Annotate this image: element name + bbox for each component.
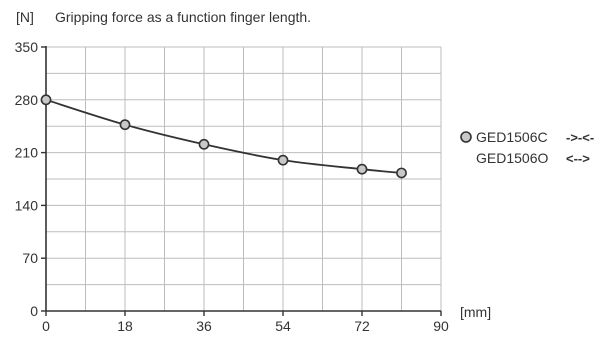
- legend-symbol: ->-<-: [566, 130, 594, 145]
- legend: GED1506C ->-<- GED1506O <-->: [460, 129, 594, 166]
- data-point: [40, 94, 52, 106]
- x-tick-label: 90: [433, 318, 449, 334]
- y-tick-label: 70: [22, 250, 38, 266]
- chart-title: Gripping force as a function finger leng…: [55, 9, 311, 25]
- legend-marker: [460, 131, 472, 143]
- y-tick-label: 0: [30, 303, 38, 319]
- data-point: [396, 167, 407, 179]
- axes: [41, 46, 442, 316]
- legend-symbol: <-->: [566, 151, 590, 166]
- y-unit-label: [N]: [16, 9, 34, 25]
- x-tick-label: 36: [196, 318, 212, 334]
- y-tick-label: 210: [15, 145, 39, 161]
- grid: [45, 46, 442, 312]
- labels: 0 70 140 210 280 350 0 18 36 54 72 90 [N] Gripping fo…: [15, 9, 491, 334]
- data-point: [277, 154, 289, 166]
- series-line-ged1506c: [45, 98, 402, 174]
- x-tick-label: 54: [275, 318, 291, 334]
- data-point: [198, 138, 210, 150]
- y-tick-label: 140: [15, 197, 39, 213]
- data-point: [356, 163, 368, 175]
- x-tick-label: 0: [42, 318, 50, 334]
- y-tick-label: 280: [15, 92, 39, 108]
- x-tick-label: 18: [117, 318, 133, 334]
- x-tick-label: 72: [354, 318, 370, 334]
- x-unit-label: [mm]: [460, 304, 491, 320]
- series-layer: [40, 94, 407, 179]
- legend-label: GED1506O: [476, 150, 548, 166]
- y-tick-label: 350: [15, 39, 39, 55]
- data-point: [119, 119, 131, 131]
- legend-label: GED1506C: [476, 129, 548, 145]
